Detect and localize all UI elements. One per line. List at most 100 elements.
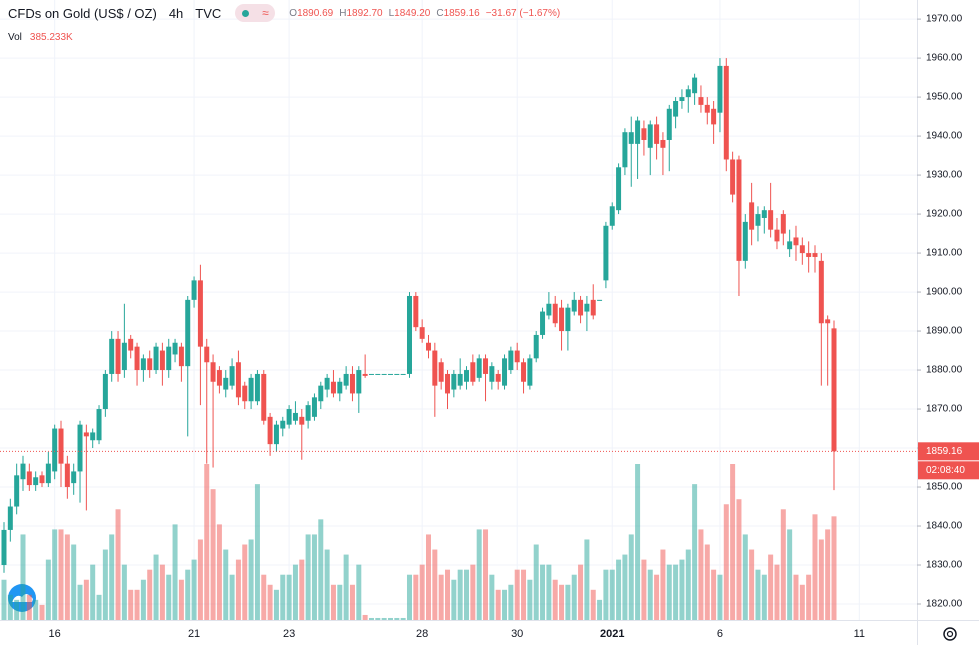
candle-body [96, 409, 102, 441]
candle-body [235, 362, 241, 398]
volume-bar [210, 489, 216, 620]
candle-body [204, 346, 210, 363]
candle-body [7, 506, 13, 530]
candle-body [223, 377, 229, 390]
volume-bar [603, 569, 609, 620]
candle-body [280, 420, 286, 429]
volume-bar [666, 564, 672, 620]
x-tick-label: 28 [416, 628, 428, 640]
volume-bar [216, 524, 222, 620]
candle-body [375, 373, 381, 375]
volume-bar [362, 614, 368, 620]
volume-bar [261, 574, 267, 620]
volume-bar [502, 589, 508, 620]
y-tick-label: 1930.00 [926, 170, 963, 181]
source: TVC [195, 5, 222, 21]
volume-bar [540, 564, 546, 620]
candle-body [818, 260, 824, 324]
candle-body [742, 221, 748, 261]
candle-body [216, 370, 222, 386]
volume-bar [451, 579, 457, 620]
status-pill[interactable]: ≈ [235, 4, 276, 22]
candle-body [597, 299, 603, 301]
candle-body [90, 432, 96, 441]
candle-body [64, 463, 70, 488]
candle-body [698, 97, 704, 105]
candle-body [166, 346, 172, 371]
volume-bar [324, 549, 330, 620]
candle-body [419, 327, 425, 339]
candle-body [609, 206, 615, 226]
change: −31.67 (−1.67%) [485, 7, 561, 19]
candle-body [248, 377, 254, 402]
candle-body [267, 416, 273, 445]
candle-body [115, 338, 121, 374]
symbol-title[interactable]: CFDs on Gold (US$ / OZ) [8, 5, 157, 21]
volume-bar [58, 529, 64, 620]
candle-body [641, 128, 647, 140]
volume-bar [559, 584, 565, 620]
volume-bar [521, 569, 527, 620]
volume-bar [39, 604, 45, 620]
last-price-box [918, 442, 979, 461]
volume-bar [197, 539, 203, 620]
last-price-label: 1859.16 [926, 446, 963, 457]
candle-body [445, 373, 451, 394]
candle-body [584, 303, 590, 312]
y-tick-label: 1830.00 [926, 560, 963, 571]
candle-body [806, 253, 812, 257]
volume-bar [166, 574, 172, 620]
interval[interactable]: 4h [168, 5, 184, 21]
volume-bar [787, 529, 793, 620]
candle-body [45, 463, 51, 484]
volume-bar [419, 564, 425, 620]
candle-body [559, 307, 565, 332]
candle-body [33, 477, 39, 486]
candle-body [172, 342, 178, 355]
volume-bar [153, 554, 159, 620]
x-tick-label: 6 [717, 628, 723, 640]
candle-body [273, 424, 279, 445]
ohlc-prefix: O [289, 7, 298, 19]
ohlc-value: 1859.16 [443, 7, 480, 19]
volume-bar [445, 569, 451, 620]
volume-bar [52, 529, 58, 620]
volume-bar [14, 599, 20, 620]
y-tick-label: 1940.00 [926, 131, 963, 142]
x-tick-label: 16 [49, 628, 61, 640]
candle-body [660, 139, 666, 148]
volume-bar [172, 524, 178, 620]
volume-bar [223, 549, 229, 620]
settings-gear[interactable] [943, 627, 957, 641]
y-tick-label: 1970.00 [926, 14, 963, 25]
candle-body [730, 159, 736, 195]
volume-bar [628, 534, 634, 620]
volume-bar [400, 617, 406, 620]
volume-bar [178, 579, 184, 620]
volume-bar [387, 617, 393, 620]
volume-bar [305, 534, 311, 620]
candle-body [540, 311, 546, 335]
candle-body [495, 373, 501, 382]
volume-bar [45, 559, 51, 620]
volume-bar [584, 539, 590, 620]
y-tick-label: 1880.00 [926, 365, 963, 376]
volume-bar [597, 599, 603, 620]
plot-area [0, 0, 917, 620]
candle-body [381, 373, 387, 375]
x-tick-label: 2021 [600, 628, 624, 640]
volume-bar [191, 559, 197, 620]
candle-body [83, 432, 89, 437]
candle-body [71, 471, 77, 484]
candle-body [52, 428, 58, 472]
volume-bar [235, 559, 241, 620]
candle-body [39, 475, 45, 484]
y-tick-label: 1890.00 [926, 326, 963, 337]
volume-bar [831, 516, 837, 620]
candle-body [533, 334, 539, 359]
candle-body [546, 303, 552, 316]
candle-body [571, 299, 577, 312]
volume-bar [96, 594, 102, 620]
candle-body [292, 412, 298, 421]
volume-bar [818, 539, 824, 620]
